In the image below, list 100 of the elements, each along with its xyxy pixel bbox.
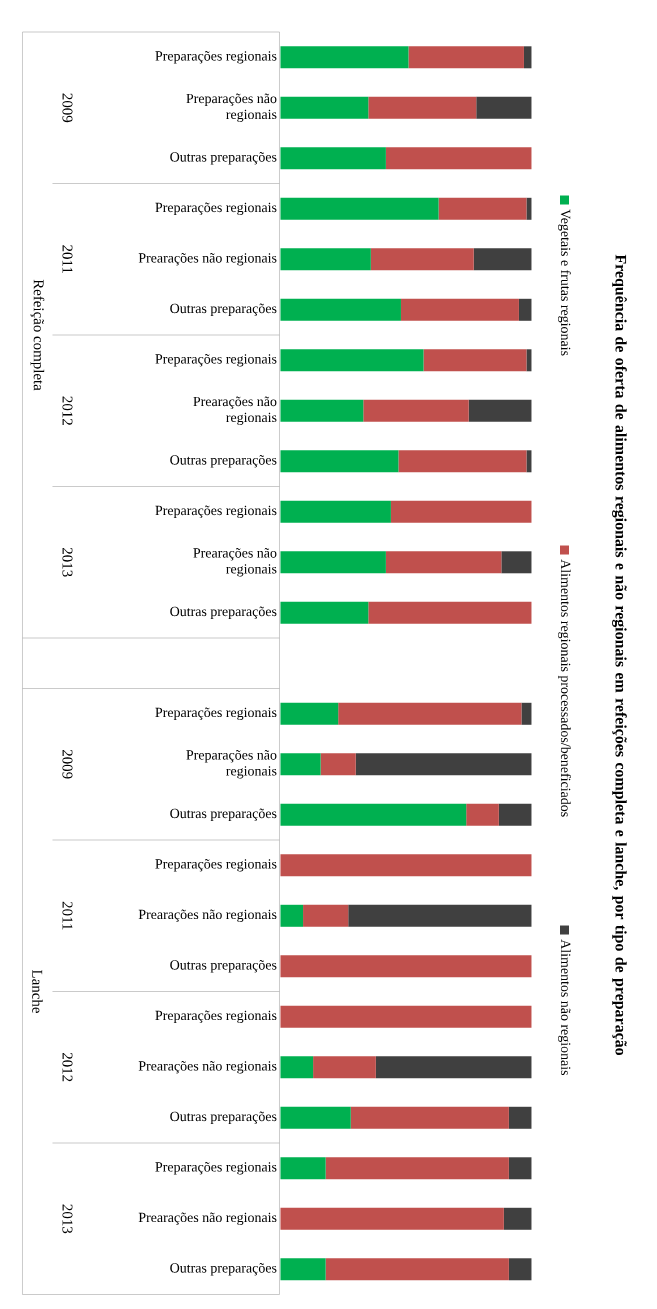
text: 2012 [62, 396, 73, 425]
bar [508, 1106, 532, 1129]
bar [465, 803, 499, 826]
bar [473, 248, 532, 271]
bar [408, 46, 524, 69]
y-tick-label: Outras preparações [170, 808, 277, 821]
text: Refeição completa [30, 279, 45, 391]
bar [385, 551, 502, 574]
y-tick-label: Outras preparações [170, 960, 277, 973]
bar [325, 1258, 509, 1281]
bar [280, 551, 386, 574]
text: 2009 [62, 93, 73, 123]
bar [280, 46, 409, 69]
bar [280, 601, 369, 624]
text: 2011 [62, 901, 73, 930]
bar [521, 702, 532, 725]
y-tick-label: Preparações regionais [155, 859, 277, 872]
y-tick-label: Prearações não regionais [138, 1061, 277, 1074]
bar [280, 1207, 504, 1230]
bar [280, 248, 371, 271]
y-tick-label: Prearações não regionais [193, 548, 277, 577]
bar [526, 197, 532, 220]
legend-label: Vegetais e frutas regionais [557, 209, 571, 356]
bar [348, 904, 532, 927]
y-tick-label: Preparações regionais [155, 202, 277, 216]
bar [320, 753, 356, 776]
y-tick-label: Outras preparações [170, 1111, 277, 1124]
text: Lanche [31, 969, 43, 1013]
y-tick-label: Prearações não regionais [138, 909, 277, 922]
bar [280, 803, 466, 826]
bar [398, 450, 527, 473]
y-tick-label: Preparações regionais [155, 1162, 277, 1175]
y-tick-label: Prearações não regionais [138, 253, 277, 266]
y-tick-label: Outras preparações [170, 455, 277, 468]
bar [280, 450, 399, 473]
text: 2009 [62, 749, 73, 779]
bar [503, 1207, 532, 1230]
bar [325, 1157, 509, 1180]
bar [280, 1005, 532, 1028]
bar [363, 399, 469, 422]
legend-label: Alimentos não regionais [557, 939, 571, 1076]
y-tick-label: Preparações não regionais [186, 93, 277, 122]
text: 2013 [62, 1204, 73, 1234]
bar [280, 147, 386, 170]
bar [476, 96, 532, 119]
y-tick-label: Preparações regionais [155, 1010, 277, 1023]
bar [280, 1106, 351, 1129]
bar [312, 1056, 376, 1079]
bar [280, 854, 532, 877]
bar [498, 803, 532, 826]
text: 2011 [62, 245, 73, 273]
y-tick-label: Preparações regionais [155, 505, 277, 518]
bar [280, 298, 401, 321]
bar [280, 197, 439, 220]
bar [280, 500, 391, 523]
bar [438, 197, 527, 220]
bar [280, 1258, 326, 1281]
bar [400, 298, 519, 321]
bar [368, 96, 477, 119]
text: 2012 [62, 1052, 73, 1082]
text: Frequência de oferta de alimentos regionais e não regionais em refeições completa e lanche, por tipo de preparação [611, 254, 627, 1056]
bar [368, 601, 532, 624]
bar [280, 349, 424, 372]
y-tick-label: Outras preparações [170, 606, 277, 619]
bar [385, 147, 532, 170]
bar [280, 1056, 313, 1079]
y-tick-label: Preparações regionais [155, 707, 277, 720]
bar [280, 702, 338, 725]
bar [355, 753, 532, 776]
y-tick-label: Preparações não regionais [186, 750, 277, 779]
bar [390, 500, 532, 523]
bar [508, 1258, 532, 1281]
bar [280, 955, 532, 978]
y-tick-label: Outras preparações [170, 303, 277, 316]
bar [526, 349, 532, 372]
bar [468, 399, 532, 422]
bar [523, 46, 532, 69]
bar [280, 753, 321, 776]
y-tick-label: Preparações regionais [155, 354, 277, 367]
bar [370, 248, 474, 271]
bar [302, 904, 349, 927]
bar [526, 450, 532, 473]
bar [423, 349, 527, 372]
bar [375, 1056, 532, 1079]
bar [518, 298, 532, 321]
legend-label: Alimentos regionais processados/beneficiados [557, 559, 571, 817]
bar [280, 904, 303, 927]
bar [280, 96, 369, 119]
bar [280, 1157, 326, 1180]
y-tick-label: Prearações não regionais [193, 396, 277, 425]
bar [280, 399, 364, 422]
bar [501, 551, 532, 574]
y-tick-label: Preparações regionais [155, 51, 277, 64]
bar [350, 1106, 509, 1129]
bar [508, 1157, 532, 1180]
y-tick-label: Outras preparações [170, 1263, 277, 1276]
text: 2013 [62, 547, 73, 577]
y-tick-label: Prearações não regionais [138, 1212, 277, 1225]
y-tick-label: Outras preparações [170, 152, 277, 165]
bar [337, 702, 522, 725]
